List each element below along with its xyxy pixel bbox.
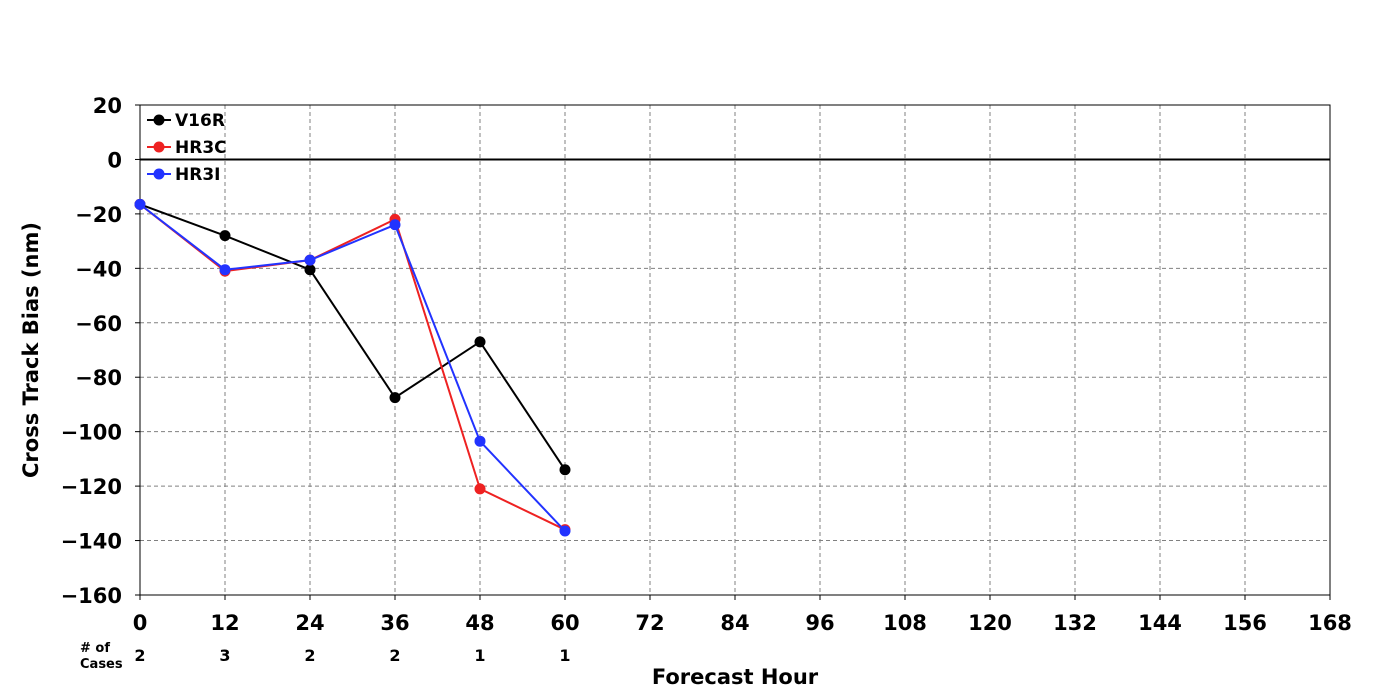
- grid-layer: [140, 105, 1330, 595]
- y-tick-label: 20: [93, 94, 122, 118]
- legend-label: HR3I: [175, 165, 220, 185]
- data-point: [559, 464, 571, 476]
- data-point: [219, 264, 231, 276]
- x-tick-label: 72: [635, 611, 664, 635]
- data-point: [389, 392, 401, 404]
- x-tick-label: 84: [720, 611, 749, 635]
- y-tick-label: −120: [61, 475, 122, 499]
- y-tick-label: −140: [61, 530, 122, 554]
- case-count: 1: [559, 646, 570, 665]
- x-tick-label: 120: [968, 611, 1012, 635]
- legend-marker: [153, 168, 165, 180]
- y-tick-label: −100: [61, 421, 122, 445]
- legend: V16R HR3C HR3I: [147, 111, 227, 185]
- x-tick-label: 168: [1308, 611, 1352, 635]
- x-tick-label: 96: [805, 611, 834, 635]
- x-tick-label: 156: [1223, 611, 1267, 635]
- y-tick-label: −160: [61, 584, 122, 608]
- x-tick-label: 144: [1138, 611, 1182, 635]
- data-point: [134, 198, 146, 210]
- y-tick-label: −20: [75, 203, 122, 227]
- legend-marker: [153, 114, 165, 126]
- x-axis-ticks: 0 12 24 36 48 60 72 84 96 108 120 132 144 156 168: [133, 595, 1352, 635]
- x-tick-label: 60: [550, 611, 579, 635]
- case-count: 1: [474, 646, 485, 665]
- data-point: [389, 219, 401, 231]
- cases-label-line2: Cases: [80, 657, 123, 672]
- legend-label: V16R: [175, 111, 225, 131]
- y-tick-label: 0: [107, 148, 122, 172]
- data-point: [304, 254, 316, 266]
- legend-label: HR3C: [175, 138, 227, 158]
- series-hr3i: [134, 198, 571, 537]
- data-point: [559, 525, 571, 537]
- cases-label-line1: # of: [80, 641, 110, 656]
- data-point: [474, 483, 486, 495]
- data-point: [474, 435, 486, 447]
- y-axis-ticks: 20 0 −20 −40 −60 −80 −100 −120 −140 −160: [61, 94, 140, 608]
- series-v16r: [134, 198, 571, 476]
- case-count: 2: [304, 646, 315, 665]
- x-tick-label: 48: [465, 611, 494, 635]
- y-tick-label: −80: [75, 366, 122, 390]
- case-count: 2: [134, 646, 145, 665]
- series-line: [139, 203, 566, 532]
- case-count: 3: [219, 646, 230, 665]
- x-tick-label: 0: [133, 611, 148, 635]
- x-tick-label: 108: [883, 611, 927, 635]
- x-tick-label: 132: [1053, 611, 1097, 635]
- data-point: [219, 230, 231, 242]
- legend-item-hr3i: HR3I: [147, 165, 220, 185]
- legend-item-hr3c: HR3C: [147, 138, 227, 158]
- x-tick-label: 24: [295, 611, 324, 635]
- cases-row: # of Cases 2 3 2 2 1 1: [80, 641, 571, 672]
- data-point: [304, 264, 316, 276]
- series-layer: [134, 198, 571, 537]
- x-tick-label: 36: [380, 611, 409, 635]
- series-line: [139, 203, 566, 471]
- data-point: [474, 336, 486, 348]
- legend-marker: [153, 141, 165, 153]
- y-axis-label: Cross Track Bias (nm): [19, 222, 43, 478]
- y-tick-label: −40: [75, 257, 122, 281]
- case-count: 2: [389, 646, 400, 665]
- x-axis-label: Forecast Hour: [652, 665, 819, 689]
- legend-item-v16r: V16R: [147, 111, 225, 131]
- y-tick-label: −60: [75, 312, 122, 336]
- x-tick-label: 12: [210, 611, 239, 635]
